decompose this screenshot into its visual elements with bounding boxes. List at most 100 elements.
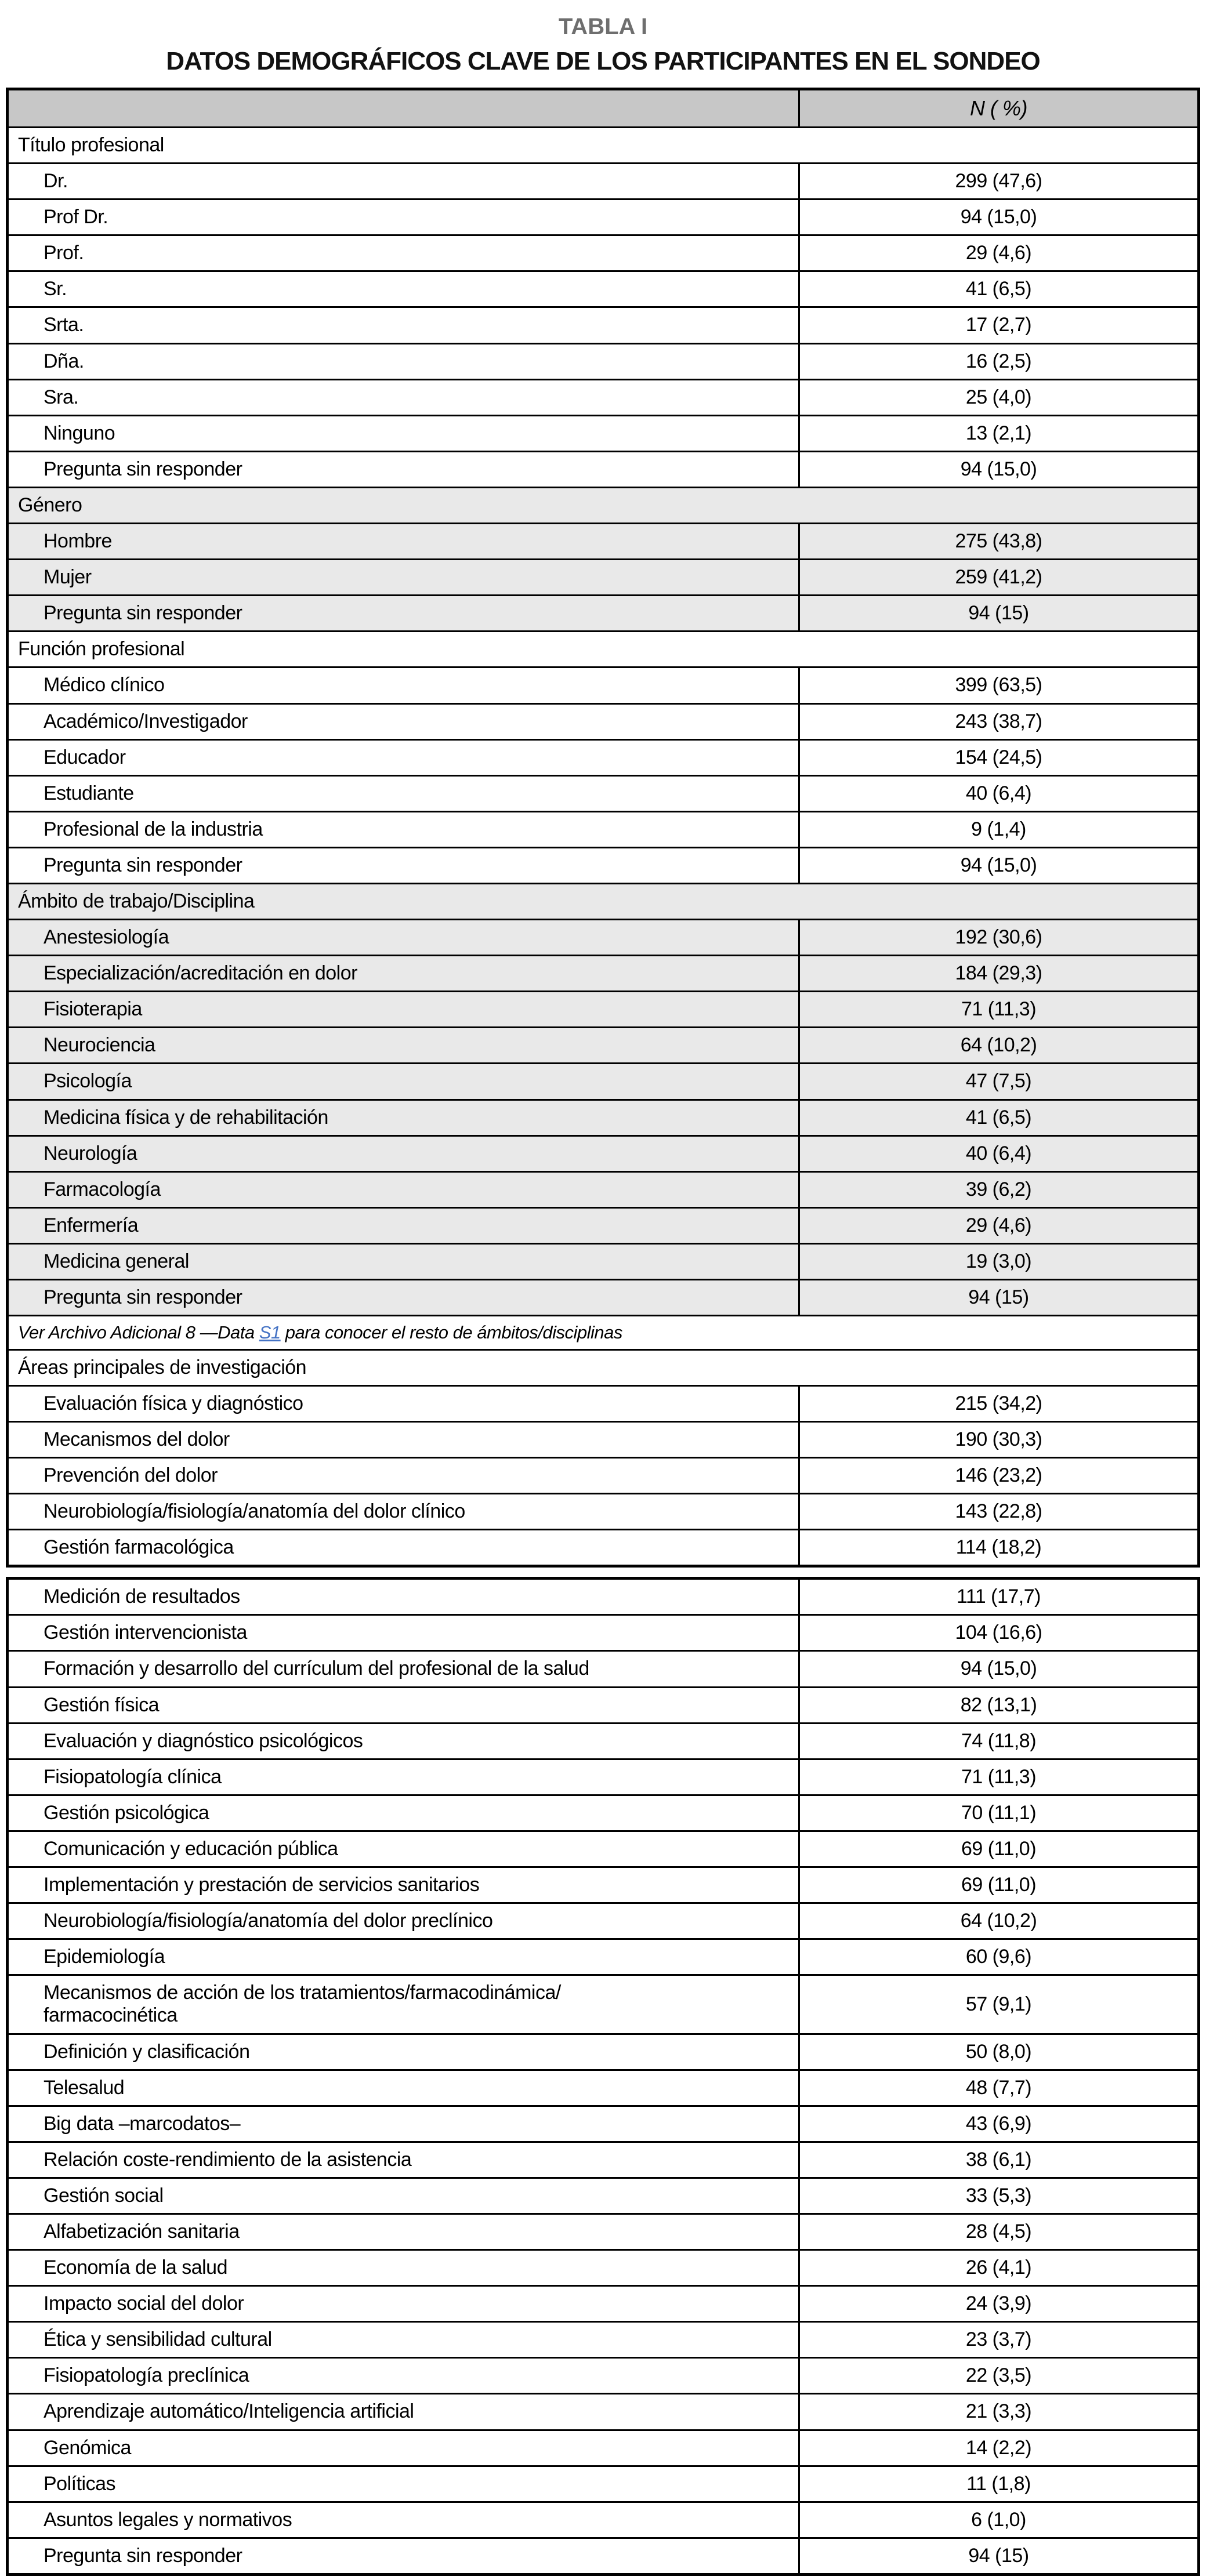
row-label: Especialización/acreditación en dolor bbox=[6, 955, 800, 993]
row-value: 29 (4,6) bbox=[798, 1206, 1200, 1245]
row-value: 94 (15,0) bbox=[798, 450, 1200, 488]
row-label: Implementación y prestación de servicios… bbox=[6, 1866, 800, 1904]
row-value: 41 (6,5) bbox=[798, 270, 1200, 309]
table-row: Enfermería 29 (4,6) bbox=[6, 1206, 1200, 1245]
section-label: Áreas principales de investigación bbox=[6, 1348, 1200, 1387]
row-value: 6 (1,0) bbox=[798, 2501, 1200, 2539]
table-row: Big data –marcodatos– 43 (6,9) bbox=[6, 2105, 1200, 2143]
table-caption: DATOS DEMOGRÁFICOS CLAVE DE LOS PARTICIP… bbox=[166, 47, 1041, 75]
row-value: 70 (11,1) bbox=[798, 1794, 1200, 1832]
row-label: Mecanismos de acción de los tratamientos… bbox=[6, 1974, 800, 2035]
row-value: 275 (43,8) bbox=[798, 523, 1200, 561]
row-value: 215 (34,2) bbox=[798, 1384, 1200, 1423]
row-label: Profesional de la industria bbox=[6, 810, 800, 848]
row-value: 22 (3,5) bbox=[798, 2357, 1200, 2395]
row-value: 25 (4,0) bbox=[798, 378, 1200, 416]
row-value: 94 (15) bbox=[798, 594, 1200, 633]
table-row: Pregunta sin responder 94 (15) bbox=[6, 2537, 1200, 2575]
table-row: Hombre 275 (43,8) bbox=[6, 523, 1200, 561]
table-row: Neurobiología/fisiología/anatomía del do… bbox=[6, 1902, 1200, 1940]
row-value: 154 (24,5) bbox=[798, 738, 1200, 777]
table-row: Educador 154 (24,5) bbox=[6, 738, 1200, 777]
table-row: Impacto social del dolor 24 (3,9) bbox=[6, 2285, 1200, 2323]
row-value: 243 (38,7) bbox=[798, 702, 1200, 741]
table-row: Gestión farmacológica 114 (18,2) bbox=[6, 1529, 1200, 1568]
table-row: Evaluación y diagnóstico psicológicos 74 … bbox=[6, 1722, 1200, 1760]
data-table: Medición de resultados 111 (17,7) Gestión … bbox=[6, 1577, 1200, 2576]
table-row: Genómica 14 (2,2) bbox=[6, 2429, 1200, 2467]
row-label: Pregunta sin responder bbox=[6, 594, 800, 633]
table-row: Asuntos legales y normativos 6 (1,0) bbox=[6, 2501, 1200, 2539]
row-label: Definición y clasificación bbox=[6, 2033, 800, 2071]
row-value: 71 (11,3) bbox=[798, 991, 1200, 1029]
section-label: Función profesional bbox=[6, 630, 1200, 669]
row-value: 21 (3,3) bbox=[798, 2393, 1200, 2431]
table-row: Políticas 11 (1,8) bbox=[6, 2465, 1200, 2503]
table-row: Psicología 47 (7,5) bbox=[6, 1062, 1200, 1101]
section-label: Título profesional bbox=[6, 126, 1200, 165]
table-number-title: TABLA I bbox=[558, 14, 648, 39]
row-label: Ninguno bbox=[6, 414, 800, 452]
table-row: Medicina física y de rehabilitación 41 (6… bbox=[6, 1098, 1200, 1137]
s1-link[interactable]: S1 bbox=[259, 1322, 281, 1343]
table-row: Epidemiología 60 (9,6) bbox=[6, 1938, 1200, 1976]
row-label: Medicina física y de rehabilitación bbox=[6, 1098, 800, 1137]
row-label: Políticas bbox=[6, 2465, 800, 2503]
row-label: Epidemiología bbox=[6, 1938, 800, 1976]
row-value: 38 (6,1) bbox=[798, 2140, 1200, 2179]
row-value: 146 (23,2) bbox=[798, 1457, 1200, 1495]
table-row: Gestión psicológica 70 (11,1) bbox=[6, 1794, 1200, 1832]
table-row: Estudiante 40 (6,4) bbox=[6, 774, 1200, 812]
table-row: Mecanismos del dolor 190 (30,3) bbox=[6, 1420, 1200, 1459]
row-value: 94 (15,0) bbox=[798, 846, 1200, 884]
table-row: Gestión social 33 (5,3) bbox=[6, 2176, 1200, 2215]
row-label: Farmacología bbox=[6, 1170, 800, 1209]
table-row: Srta. 17 (2,7) bbox=[6, 306, 1200, 344]
row-label: Prevención del dolor bbox=[6, 1457, 800, 1495]
table-row: Farmacología 39 (6,2) bbox=[6, 1170, 1200, 1209]
table-row: Académico/Investigador 243 (38,7) bbox=[6, 702, 1200, 741]
table-row: Telesalud 48 (7,7) bbox=[6, 2069, 1200, 2107]
row-label: Gestión física bbox=[6, 1686, 800, 1724]
row-value: 64 (10,2) bbox=[798, 1902, 1200, 1940]
row-label: Medición de resultados bbox=[6, 1577, 800, 1616]
row-value: 299 (47,6) bbox=[798, 162, 1200, 201]
row-label: Sr. bbox=[6, 270, 800, 309]
row-value: 74 (11,8) bbox=[798, 1722, 1200, 1760]
row-value: 23 (3,7) bbox=[798, 2321, 1200, 2359]
table-row: Fisiopatología preclínica 22 (3,5) bbox=[6, 2357, 1200, 2395]
row-label: Neurobiología/fisiología/anatomía del do… bbox=[6, 1902, 800, 1940]
row-value: 13 (2,1) bbox=[798, 414, 1200, 452]
table-row: Especialización/acreditación en dolor 184… bbox=[6, 955, 1200, 993]
table-row: Gestión intervencionista 104 (16,6) bbox=[6, 1614, 1200, 1652]
row-label: Gestión social bbox=[6, 2176, 800, 2215]
row-value: 94 (15,0) bbox=[798, 198, 1200, 237]
row-label: Gestión farmacológica bbox=[6, 1529, 800, 1568]
table-row: Economía de la salud 26 (4,1) bbox=[6, 2249, 1200, 2287]
row-label: Big data –marcodatos– bbox=[6, 2105, 800, 2143]
row-value: 11 (1,8) bbox=[798, 2465, 1200, 2503]
row-value: 9 (1,4) bbox=[798, 810, 1200, 848]
table-row: Medicina general 19 (3,0) bbox=[6, 1242, 1200, 1281]
table-row: Dr. 299 (47,6) bbox=[6, 162, 1200, 201]
table-row: Fisioterapia 71 (11,3) bbox=[6, 991, 1200, 1029]
table-row: Evaluación física y diagnóstico 215 (34,2… bbox=[6, 1384, 1200, 1423]
row-value: 184 (29,3) bbox=[798, 955, 1200, 993]
row-value: 399 (63,5) bbox=[798, 666, 1200, 705]
row-label: Medicina general bbox=[6, 1242, 800, 1281]
row-label: Estudiante bbox=[6, 774, 800, 812]
demographics-table: N ( %) Título profesional Dr. 299 (47,6) Pro… bbox=[6, 88, 1200, 2576]
row-label: Prof Dr. bbox=[6, 198, 800, 237]
row-label: Dña. bbox=[6, 342, 800, 380]
section-row: Áreas principales de investigación bbox=[6, 1348, 1200, 1387]
table-row: Prof. 29 (4,6) bbox=[6, 234, 1200, 273]
row-value: 114 (18,2) bbox=[798, 1529, 1200, 1568]
table-row: Mecanismos de acción de los tratamientos… bbox=[6, 1974, 1200, 2035]
note-text: Ver Archivo Adicional 8 —Data S1 para co… bbox=[6, 1315, 1200, 1351]
row-label: Evaluación física y diagnóstico bbox=[6, 1384, 800, 1423]
row-label: Sra. bbox=[6, 378, 800, 416]
row-label: Alfabetización sanitaria bbox=[6, 2212, 800, 2251]
table-row: Ninguno 13 (2,1) bbox=[6, 414, 1200, 452]
row-value: 190 (30,3) bbox=[798, 1420, 1200, 1459]
row-label: Relación coste-rendimiento de la asisten… bbox=[6, 2140, 800, 2179]
